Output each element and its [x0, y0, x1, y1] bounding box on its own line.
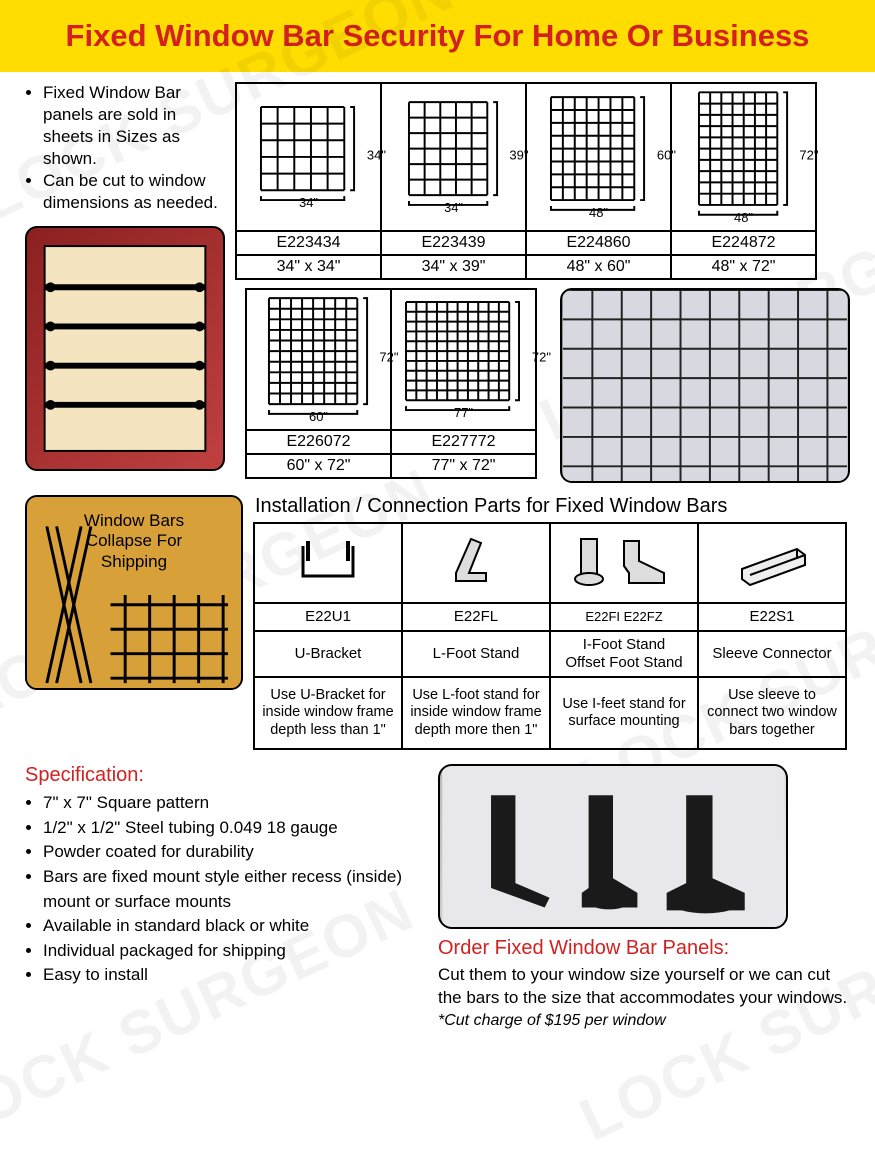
size-grid-icon: 48" 72"	[697, 90, 791, 219]
size-table-row1: 34" 34" 34" 39" 48" 60" 48" 72" E223434E…	[235, 82, 817, 280]
install-icon-cell	[402, 523, 550, 603]
install-name: I-Foot StandOffset Foot Stand	[550, 631, 698, 677]
size-dim: 60" x 72"	[246, 454, 391, 478]
spec-title: Specification:	[25, 764, 420, 787]
mid-row: 60" 72" 77" 72" E226072E22777260" x 72"7…	[25, 288, 850, 483]
spec-item: Individual packaged for shipping	[43, 939, 420, 964]
bracket-photo	[438, 764, 788, 929]
install-desc: Use L-foot stand for inside window frame…	[402, 677, 550, 749]
install-name: L-Foot Stand	[402, 631, 550, 677]
install-desc: Use I-feet stand for surface mounting	[550, 677, 698, 749]
install-desc: Use U-Bracket for inside window frame de…	[254, 677, 402, 749]
install-code: E22S1	[698, 603, 846, 631]
spec-column: Specification: 7" x 7" Square pattern1/2…	[25, 764, 420, 1030]
size-cell: 48" 72"	[671, 83, 816, 231]
install-table: E22U1E22FLE22FI E22FZE22S1 U-BracketL-Foo…	[253, 522, 847, 750]
size-cell: 60" 72"	[246, 289, 391, 430]
size-grid-icon: 60" 72"	[267, 296, 371, 418]
size-code: E226072	[246, 430, 391, 454]
size-grid-icon: 34" 34"	[259, 105, 358, 204]
size-dim: 48" x 60"	[526, 255, 671, 279]
product-photo-door	[25, 226, 225, 471]
collapse-label: Window BarsCollapse ForShipping	[27, 511, 241, 572]
spec-item: Available in standard black or white	[43, 914, 420, 939]
spec-item: 1/2" x 1/2" Steel tubing 0.049 18 gauge	[43, 816, 420, 841]
size-grid-icon: 34" 39"	[407, 100, 501, 209]
size-cell: 34" 39"	[381, 83, 526, 231]
size-code: E223439	[381, 231, 526, 255]
size-dim: 34" x 39"	[381, 255, 526, 279]
size-cell: 48" 60"	[526, 83, 671, 231]
spec-item: Bars are fixed mount style either recess…	[43, 865, 420, 914]
page-title: Fixed Window Bar Security For Home Or Bu…	[0, 18, 875, 54]
size-dim: 77" x 72"	[391, 454, 536, 478]
size-dim: 48" x 72"	[671, 255, 816, 279]
size-dim: 34" x 34"	[236, 255, 381, 279]
install-section: Window BarsCollapse ForShipping Installa…	[25, 495, 850, 750]
install-title: Installation / Connection Parts for Fixe…	[253, 495, 850, 518]
order-title: Order Fixed Window Bar Panels:	[438, 937, 850, 960]
bottom-row: Specification: 7" x 7" Square pattern1/2…	[25, 764, 850, 1030]
spec-item: Powder coated for durability	[43, 840, 420, 865]
header-band: Fixed Window Bar Security For Home Or Bu…	[0, 0, 875, 72]
install-icon-cell	[254, 523, 402, 603]
install-icon-cell	[698, 523, 846, 603]
size-code: E224860	[526, 231, 671, 255]
size-code: E227772	[391, 430, 536, 454]
intro-bullet: Can be cut to window dimensions as neede…	[43, 170, 225, 214]
size-code: E224872	[671, 231, 816, 255]
intro-bullet: Fixed Window Bar panels are sold in shee…	[43, 82, 225, 170]
order-text: Cut them to your window size yourself or…	[438, 964, 850, 1010]
content-area: Fixed Window Bar panels are sold in shee…	[0, 72, 875, 1030]
install-code: E22FI E22FZ	[550, 603, 698, 631]
spec-item: Easy to install	[43, 963, 420, 988]
install-icon-cell	[550, 523, 698, 603]
order-column: Order Fixed Window Bar Panels: Cut them …	[438, 764, 850, 1030]
order-note: *Cut charge of $195 per window	[438, 1012, 850, 1030]
spec-item: 7" x 7" Square pattern	[43, 791, 420, 816]
install-name: U-Bracket	[254, 631, 402, 677]
install-code: E22U1	[254, 603, 402, 631]
product-photo-window	[560, 288, 850, 483]
collapse-photo: Window BarsCollapse ForShipping	[25, 495, 243, 690]
install-desc: Use sleeve to connect two window bars to…	[698, 677, 846, 749]
size-table-row2: 60" 72" 77" 72" E226072E22777260" x 72"7…	[245, 288, 537, 479]
install-code: E22FL	[402, 603, 550, 631]
size-code: E223434	[236, 231, 381, 255]
spec-list: 7" x 7" Square pattern1/2" x 1/2" Steel …	[25, 791, 420, 988]
size-grid-icon: 77" 72"	[404, 300, 523, 414]
install-name: Sleeve Connector	[698, 631, 846, 677]
size-cell: 77" 72"	[391, 289, 536, 430]
size-grid-icon: 48" 60"	[549, 95, 648, 214]
size-cell: 34" 34"	[236, 83, 381, 231]
